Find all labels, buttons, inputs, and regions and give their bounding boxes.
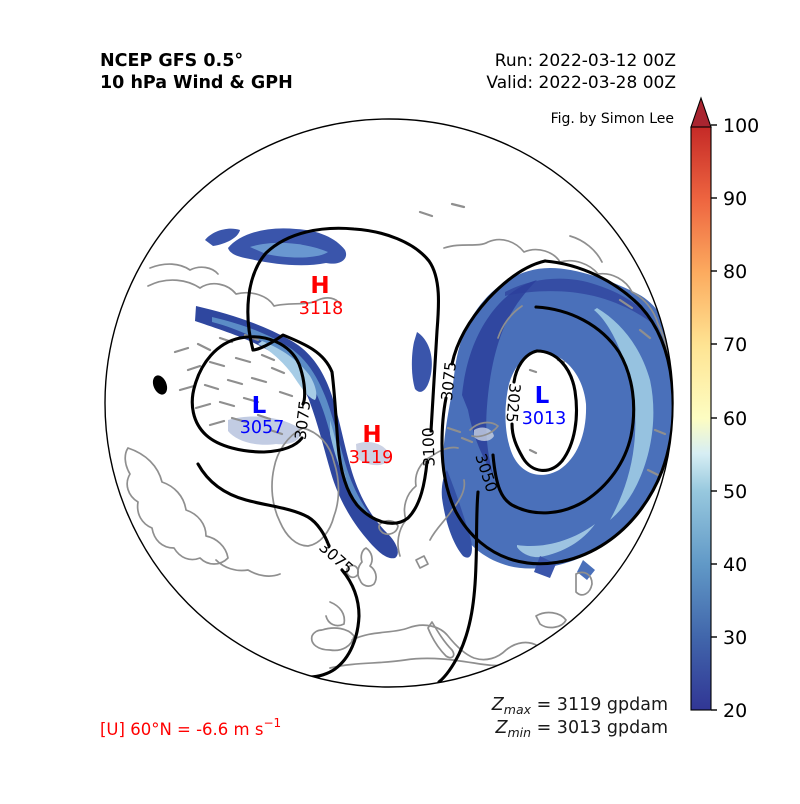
colorbar-tick: 90 bbox=[723, 188, 747, 210]
chart-title-line1: NCEP GFS 0.5° bbox=[100, 51, 243, 71]
low-value: 3013 bbox=[522, 409, 567, 429]
low-value: 3057 bbox=[240, 418, 285, 438]
u-60n-annotation: [U] 60°N = -6.6 m s−1 bbox=[100, 716, 281, 739]
colorbar-tick: 40 bbox=[723, 554, 747, 576]
colorbar-tick: 100 bbox=[723, 115, 759, 137]
credit-label: Fig. by Simon Lee bbox=[551, 111, 674, 127]
colorbar-tick: 60 bbox=[723, 408, 747, 430]
map-boundary-circle bbox=[104, 118, 674, 688]
contour-label: 3075 bbox=[315, 538, 356, 578]
colorbar-tick: 50 bbox=[723, 481, 747, 503]
run-time-label: Run: 2022-03-12 00Z bbox=[495, 51, 676, 71]
gph-contours bbox=[152, 226, 673, 684]
contour-label: 3100 bbox=[419, 427, 438, 467]
wind-speed-shading bbox=[195, 228, 673, 580]
contour-label: 3075 bbox=[292, 399, 315, 440]
zmin-annotation: Zmin = 3013 gpdam bbox=[494, 718, 668, 740]
low-symbol: L bbox=[535, 383, 550, 409]
contour-label: 3025 bbox=[502, 383, 523, 424]
colorbar-tick: 70 bbox=[723, 334, 747, 356]
u-60n-superscript: −1 bbox=[263, 716, 281, 730]
colorbar-tick-labels: 100 90 80 70 60 50 40 30 20 bbox=[723, 115, 759, 722]
colorbar-tick: 20 bbox=[723, 700, 747, 722]
extrema-markers: H 3118 H 3119 L 3057 L 3013 bbox=[240, 273, 567, 468]
chart-title-line2: 10 hPa Wind & GPH bbox=[100, 73, 293, 93]
low-symbol: L bbox=[252, 393, 267, 419]
high-value: 3118 bbox=[299, 299, 344, 319]
high-symbol: H bbox=[362, 422, 381, 448]
contour-label: 3075 bbox=[438, 360, 460, 401]
colorbar-gradient-bar bbox=[690, 126, 712, 711]
high-symbol: H bbox=[310, 273, 329, 299]
valid-time-label: Valid: 2022-03-28 00Z bbox=[486, 73, 676, 93]
colorbar: 100 90 80 70 60 50 40 30 20 bbox=[690, 96, 759, 722]
colorbar-tick: 80 bbox=[723, 261, 747, 283]
colorbar-tick: 30 bbox=[723, 627, 747, 649]
colorbar-tick-marks bbox=[711, 124, 717, 711]
small-contour-blob bbox=[152, 375, 168, 395]
u-60n-main: [U] 60°N = -6.6 m s bbox=[100, 720, 263, 739]
map-area bbox=[124, 202, 673, 684]
colorbar-extend-arrow bbox=[690, 96, 712, 128]
header: NCEP GFS 0.5° 10 hPa Wind & GPH Run: 202… bbox=[100, 51, 676, 127]
arctic-archipelago bbox=[173, 333, 294, 436]
high-value: 3119 bbox=[349, 448, 394, 468]
footer: [U] 60°N = -6.6 m s−1 Zmax = 3119 gpdam … bbox=[100, 695, 668, 740]
zmax-annotation: Zmax = 3119 gpdam bbox=[491, 695, 668, 717]
